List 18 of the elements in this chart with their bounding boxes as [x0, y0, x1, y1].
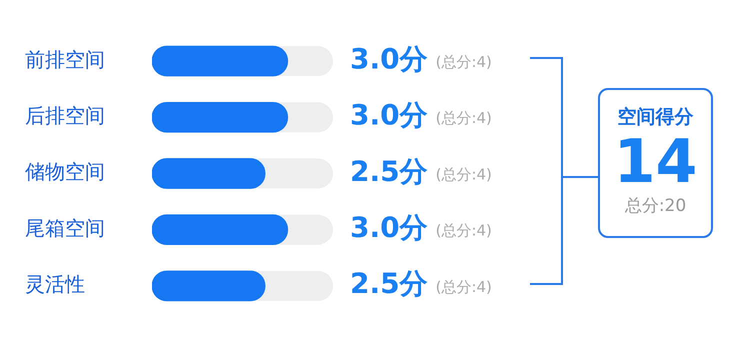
text: (总分:4): [436, 165, 492, 184]
data-label: 3.0分: [350, 98, 429, 132]
text: 总分:20: [624, 195, 688, 217]
y-tick-label: 储物空间: [25, 160, 105, 184]
text: (总分:4): [436, 109, 492, 128]
text: 空间得分: [616, 105, 694, 130]
data-label: 2.5分: [350, 154, 429, 188]
y-tick-label: 尾箱空间: [25, 216, 105, 240]
text: (总分:4): [436, 52, 492, 71]
data-label: 3.0分: [350, 42, 429, 76]
text: 14: [612, 127, 698, 197]
data-label: 3.0分: [350, 210, 429, 244]
y-tick-label: 前排空间: [25, 47, 105, 72]
y-tick-label: 后排空间: [25, 104, 105, 128]
text: (总分:4): [436, 278, 492, 296]
y-tick-label: 灵活性: [25, 272, 85, 296]
data-label: 2.5分: [350, 267, 429, 300]
text: (总分:4): [436, 222, 492, 240]
